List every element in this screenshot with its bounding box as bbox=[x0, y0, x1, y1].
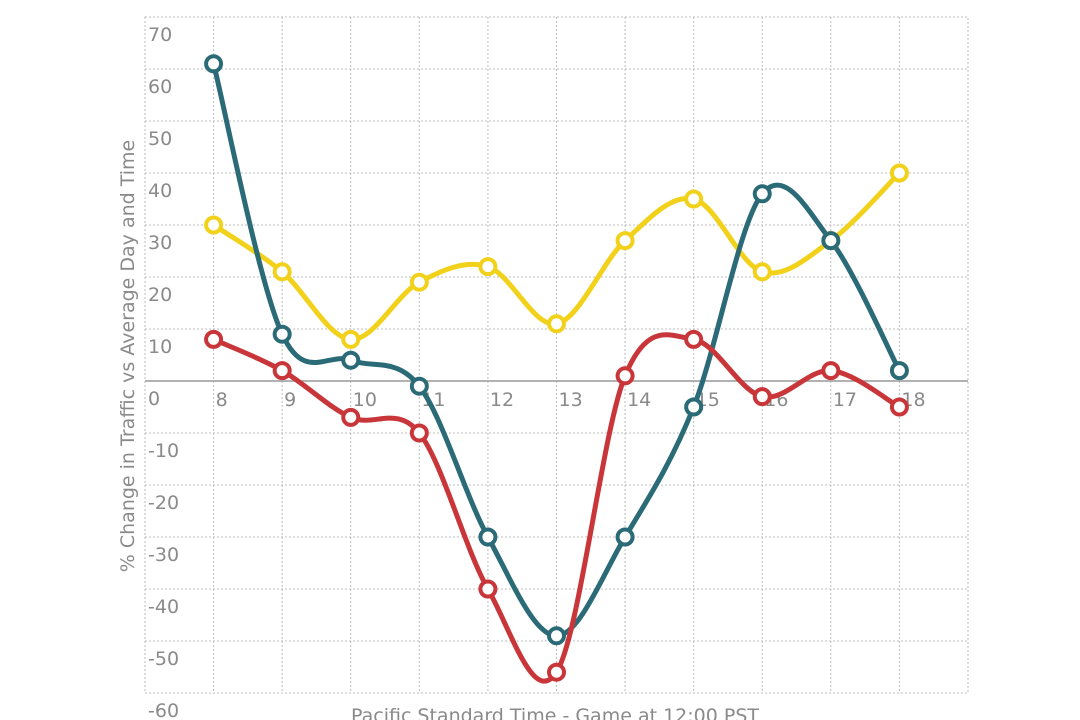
x-tick-label: 13 bbox=[559, 389, 583, 411]
data-point bbox=[821, 361, 841, 381]
plot-frame bbox=[144, 16, 969, 694]
data-point bbox=[341, 329, 361, 349]
data-point bbox=[547, 314, 566, 334]
x-tick-label: 17 bbox=[833, 389, 857, 411]
x-tick-label: 14 bbox=[627, 389, 651, 411]
data-point bbox=[821, 231, 841, 251]
y-tick-label: -20 bbox=[148, 492, 179, 514]
y-axis-title: % Change in Traffic vs Average Day and T… bbox=[117, 140, 139, 572]
y-tick-label: 10 bbox=[148, 336, 172, 358]
data-point bbox=[478, 527, 498, 547]
data-point bbox=[752, 387, 772, 407]
data-point bbox=[204, 215, 224, 235]
data-point bbox=[341, 407, 361, 427]
data-point bbox=[752, 184, 772, 204]
data-point bbox=[272, 262, 292, 282]
y-tick-label: 30 bbox=[148, 232, 172, 254]
y-tick-label: 20 bbox=[148, 284, 172, 306]
data-point bbox=[204, 54, 224, 74]
y-tick-label: 70 bbox=[148, 24, 172, 46]
data-point bbox=[409, 272, 429, 292]
data-point bbox=[889, 397, 909, 417]
data-point bbox=[684, 397, 704, 417]
data-point bbox=[684, 329, 704, 349]
y-tick-label: -30 bbox=[148, 544, 179, 566]
y-tick-label: 40 bbox=[148, 180, 172, 202]
data-point bbox=[341, 350, 361, 370]
y-tick-label: -40 bbox=[148, 596, 179, 618]
data-point bbox=[752, 262, 772, 282]
data-point bbox=[272, 324, 292, 344]
y-tick-label: 50 bbox=[148, 128, 172, 150]
x-tick-label: 12 bbox=[490, 389, 514, 411]
x-tick-label: 9 bbox=[284, 389, 296, 411]
data-point bbox=[615, 366, 635, 386]
y-tick-label: -10 bbox=[148, 440, 179, 462]
data-point bbox=[478, 257, 498, 277]
data-point bbox=[889, 163, 909, 183]
x-tick-label: 10 bbox=[353, 389, 377, 411]
data-point bbox=[478, 579, 498, 599]
y-tick-label: -50 bbox=[148, 648, 179, 670]
data-point bbox=[684, 189, 704, 209]
data-point bbox=[547, 662, 566, 682]
y-tick-label: 0 bbox=[148, 388, 160, 410]
data-point bbox=[409, 423, 429, 443]
data-point bbox=[409, 376, 429, 396]
data-point bbox=[615, 231, 635, 251]
data-point bbox=[889, 361, 909, 381]
y-tick-label: -60 bbox=[148, 700, 179, 720]
x-tick-label: 8 bbox=[216, 389, 228, 411]
data-point bbox=[615, 527, 635, 547]
x-axis-title: Pacific Standard Time - Game at 12:00 PS… bbox=[351, 705, 759, 720]
data-point bbox=[272, 361, 292, 381]
data-point bbox=[204, 329, 224, 349]
y-tick-label: 60 bbox=[148, 76, 172, 98]
data-point bbox=[547, 626, 566, 646]
